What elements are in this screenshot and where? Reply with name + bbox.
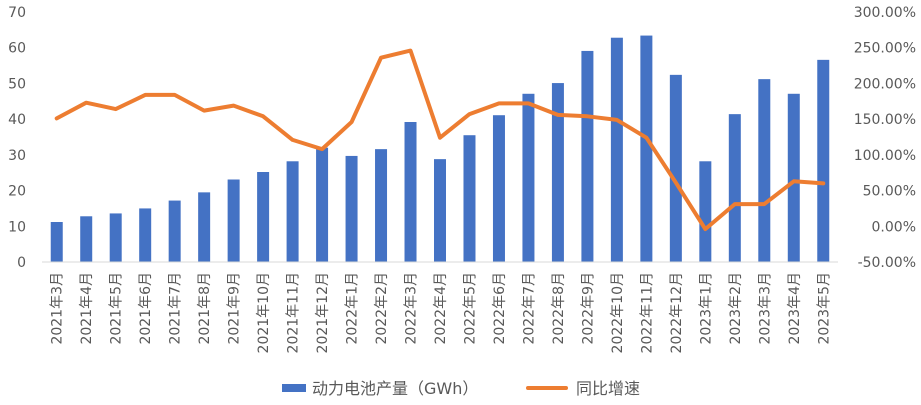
x-tick-label: 2022年1月 (345, 272, 361, 345)
x-tick-label: 2022年5月 (462, 272, 478, 345)
x-tick-label: 2022年6月 (492, 272, 508, 345)
right-y-axis: -50.00% 0.00% 50.00% 100.00% 150.00% 200.00% 2… (854, 5, 916, 271)
production-bar (404, 122, 417, 262)
x-tick-label: 2021年7月 (168, 272, 184, 345)
production-bar (316, 147, 329, 262)
x-tick-label: 2023年5月 (816, 272, 832, 345)
production-bar (139, 208, 152, 262)
yoy-growth-line (54, 48, 826, 232)
left-tick-label: 60 (8, 41, 26, 57)
production-bar (817, 59, 830, 262)
x-tick-label: 2023年3月 (757, 272, 773, 345)
production-bar (758, 79, 771, 263)
production-bar (669, 74, 682, 262)
x-tick-label: 2022年7月 (521, 272, 537, 345)
x-tick-label: 2021年11月 (286, 272, 302, 353)
x-tick-label: 2021年9月 (227, 272, 243, 345)
x-tick-label: 2023年4月 (787, 272, 803, 345)
right-tick-label: 300.00% (854, 5, 916, 21)
left-tick-label: 70 (8, 5, 26, 21)
production-bar (581, 50, 594, 262)
production-bar (257, 172, 270, 262)
x-tick-label: 2022年11月 (639, 272, 655, 353)
production-bars (50, 35, 830, 263)
x-tick-label: 2022年3月 (404, 272, 420, 345)
legend-line-label: 同比增速 (576, 379, 640, 398)
x-tick-label: 2021年6月 (138, 272, 154, 345)
right-tick-label: 50.00% (863, 184, 916, 200)
left-tick-label: 10 (8, 219, 26, 235)
production-bar (640, 35, 653, 263)
production-bar (50, 222, 63, 262)
left-tick-label: 50 (8, 76, 26, 92)
x-tick-label: 2021年12月 (315, 272, 331, 353)
left-tick-label: 30 (8, 148, 26, 164)
production-bar (80, 216, 93, 262)
right-tick-label: 0.00% (872, 219, 916, 235)
x-tick-label: 2022年2月 (374, 272, 390, 345)
left-tick-label: 40 (8, 112, 26, 128)
x-tick-label: 2021年3月 (50, 272, 66, 345)
x-tick-label: 2022年12月 (669, 272, 685, 353)
production-bar (522, 93, 535, 263)
production-bar (610, 37, 623, 262)
right-tick-label: 100.00% (854, 148, 916, 164)
right-tick-label: -50.00% (858, 255, 916, 271)
production-bar (198, 192, 211, 262)
x-tick-label: 2021年10月 (256, 272, 272, 353)
right-tick-label: 150.00% (854, 112, 916, 128)
left-tick-label: 0 (17, 255, 26, 271)
production-bar (787, 93, 800, 263)
x-tick-label: 2022年10月 (610, 272, 626, 353)
production-bar (227, 179, 240, 262)
production-bar (345, 155, 358, 262)
x-tick-label: 2022年8月 (551, 272, 567, 345)
production-bar (109, 213, 122, 262)
x-axis: 2021年3月 2021年4月 2021年5月 2021年6月 2021年7月 2021年… (50, 272, 833, 353)
left-tick-label: 20 (8, 184, 26, 200)
x-tick-label: 2022年4月 (433, 272, 449, 345)
left-y-axis: 0 10 20 30 40 50 60 70 (8, 5, 26, 271)
legend-bar-swatch (282, 384, 306, 392)
production-bar (492, 115, 505, 262)
production-bar (728, 114, 741, 263)
production-bar (168, 200, 181, 262)
production-bar (551, 83, 564, 262)
x-tick-label: 2023年1月 (698, 272, 714, 345)
x-tick-label: 2023年2月 (728, 272, 744, 345)
yoy-growth-polyline (54, 48, 826, 232)
x-tick-label: 2021年5月 (109, 272, 125, 345)
x-tick-label: 2021年4月 (79, 272, 95, 345)
x-tick-label: 2021年8月 (197, 272, 213, 345)
legend: 动力电池产量（GWh） 同比增速 (282, 379, 640, 398)
right-tick-label: 250.00% (854, 41, 916, 57)
production-bar (286, 161, 299, 262)
right-tick-label: 200.00% (854, 76, 916, 92)
production-bar (434, 159, 446, 262)
legend-bar-label: 动力电池产量（GWh） (312, 379, 478, 398)
production-bar (375, 149, 388, 262)
production-bar (699, 161, 712, 262)
production-bar (463, 135, 476, 262)
x-tick-label: 2022年9月 (580, 272, 596, 345)
